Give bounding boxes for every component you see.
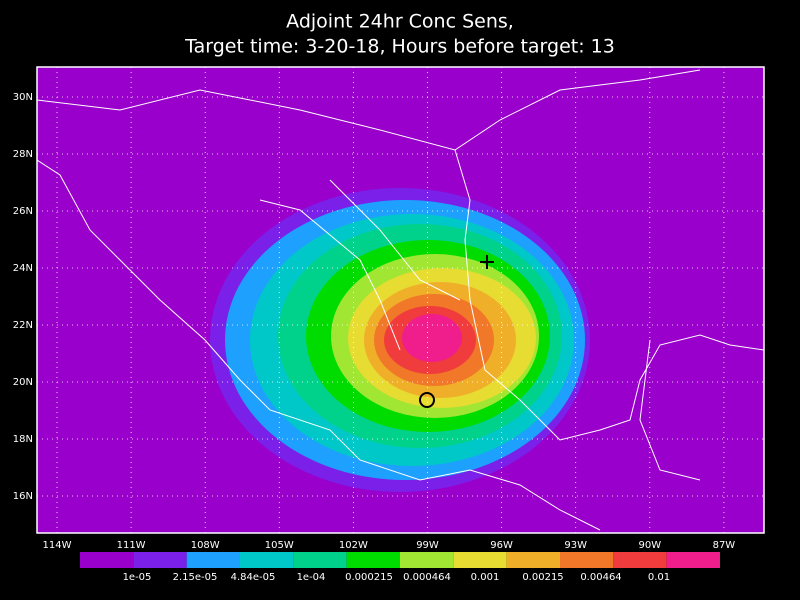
colorbar-swatch	[666, 552, 720, 568]
colorbar-swatch	[506, 552, 560, 568]
source-marker	[419, 392, 435, 408]
colorbar-label: 0.00215	[522, 572, 563, 583]
map-overlay	[37, 69, 764, 531]
colorbar-label: 0.001	[471, 572, 500, 583]
lat-label: 28N	[13, 149, 33, 160]
lat-label: 26N	[13, 206, 33, 217]
colorbar-label: 1e-04	[297, 572, 326, 583]
target-marker	[480, 255, 494, 269]
map	[37, 67, 764, 533]
colorbar-swatch	[133, 552, 187, 568]
colorbar-swatch	[80, 552, 134, 568]
colorbar-label: 0.00464	[580, 572, 621, 583]
lat-label: 16N	[13, 491, 33, 502]
title: Adjoint 24hr Conc Sens,	[286, 11, 514, 33]
lat-label: 24N	[13, 263, 33, 274]
colorbar-swatch	[453, 552, 507, 568]
colorbar-label: 0.000215	[345, 572, 393, 583]
colorbar-swatch	[293, 552, 347, 568]
colorbar-swatch	[186, 552, 240, 568]
lon-label: 102W	[339, 540, 368, 551]
colorbar-swatch	[346, 552, 400, 568]
lat-label: 30N	[13, 92, 33, 103]
coastline	[37, 69, 764, 531]
colorbar-label: 1e-05	[123, 572, 152, 583]
lon-label: 108W	[191, 540, 220, 551]
lon-label: 105W	[265, 540, 294, 551]
contour	[402, 314, 462, 362]
lon-label: 114W	[43, 540, 72, 551]
map-frame	[36, 66, 765, 534]
lon-label: 99W	[416, 540, 439, 551]
colorbar-label: 0.000464	[403, 572, 451, 583]
colorbar-swatch	[240, 552, 294, 568]
colorbar: 1e-05 2.15e-05 4.84e-05 1e-04 0.000215 0.0004…	[80, 552, 720, 583]
title: Target time: 3-20-18, Hours before targe…	[184, 36, 615, 58]
colorbar-swatch	[613, 552, 667, 568]
lon-label: 87W	[713, 540, 736, 551]
colorbar-label: 4.84e-05	[231, 572, 276, 583]
lat-label: 20N	[13, 377, 33, 388]
lat-label: 22N	[13, 320, 33, 331]
colorbar-label: 2.15e-05	[173, 572, 218, 583]
colorbar-swatch	[560, 552, 614, 568]
lat-label: 18N	[13, 434, 33, 445]
lon-label: 111W	[117, 540, 146, 551]
colorbar-swatch	[400, 552, 454, 568]
lon-label: 96W	[490, 540, 513, 551]
lon-label: 93W	[564, 540, 587, 551]
lon-label: 90W	[638, 540, 661, 551]
colorbar-label: 0.01	[648, 572, 670, 583]
